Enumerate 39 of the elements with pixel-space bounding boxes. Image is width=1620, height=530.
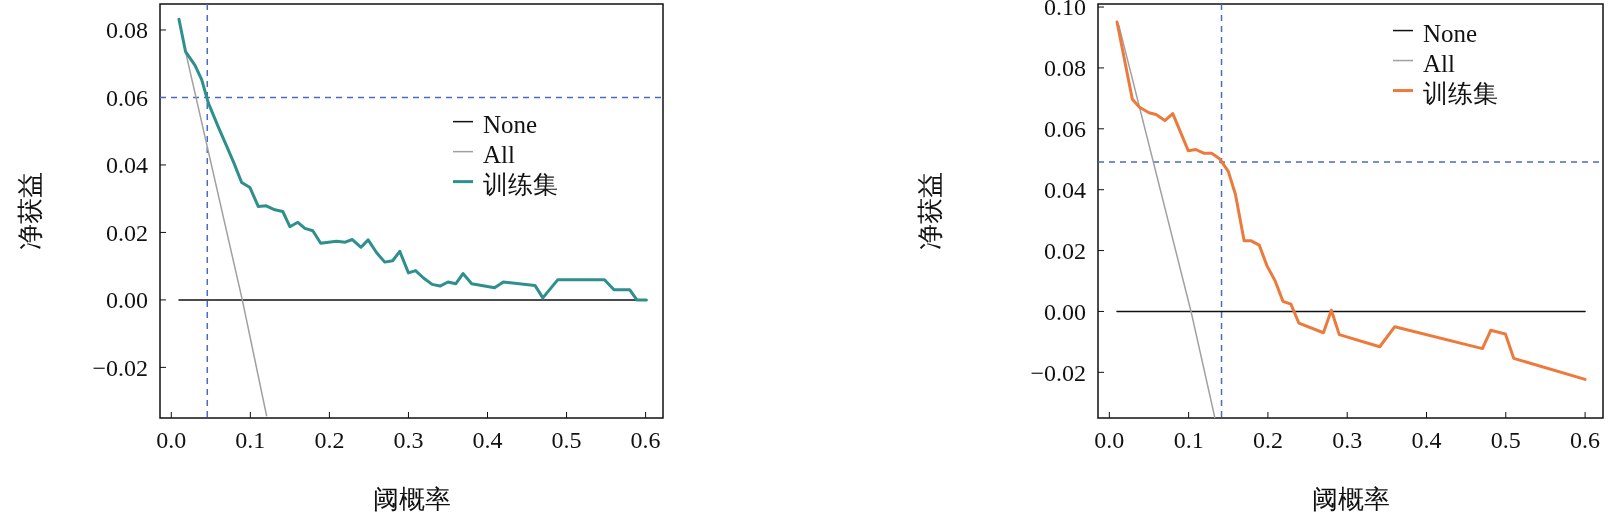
x-tick-label: 0.4 — [472, 427, 503, 453]
x-tick-label: 0.3 — [393, 427, 424, 453]
x-tick-label: 0.6 — [1570, 427, 1601, 453]
y-tick-label: 0.02 — [1044, 237, 1086, 264]
x-tick-label: 0.5 — [551, 427, 582, 453]
y-tick-label: 0.04 — [106, 152, 148, 179]
y-axis-title: 净获益 — [916, 172, 946, 250]
legend-label: None — [1423, 20, 1478, 48]
y-tick-label: 0.10 — [1044, 0, 1086, 21]
x-tick-label: 0.1 — [235, 427, 266, 453]
x-tick-label: 0.4 — [1411, 427, 1442, 453]
x-tick-label: 0.2 — [1252, 427, 1283, 453]
line-series — [177, 17, 648, 302]
y-tick-label: −0.02 — [92, 354, 148, 381]
x-axis-title: 阈概率 — [1311, 485, 1390, 514]
line-series — [1115, 20, 1587, 381]
x-tick-label: 0.5 — [1490, 427, 1521, 453]
y-tick-label: 0.06 — [106, 84, 148, 111]
y-tick-label: 0.08 — [106, 17, 148, 44]
y-tick-label: 0.02 — [106, 219, 148, 246]
y-axis-title: 净获益 — [16, 172, 46, 250]
y-tick-label: −0.02 — [1030, 359, 1086, 386]
y-tick-label: 0.06 — [1044, 116, 1086, 143]
x-tick-label: 0.1 — [1173, 427, 1204, 453]
x-tick-label: 0.3 — [1332, 427, 1363, 453]
x-tick-label: 0.6 — [630, 427, 661, 453]
x-tick-label: 0.0 — [156, 427, 187, 453]
x-axis-title: 阈概率 — [372, 485, 451, 514]
y-tick-label: 0.00 — [1044, 298, 1086, 325]
y-tick-label: 0.04 — [1044, 177, 1086, 204]
legend-label: All — [1423, 50, 1455, 78]
x-tick-label: 0.0 — [1094, 427, 1125, 453]
legend-label: 训练集 — [483, 171, 558, 199]
y-tick-label: 0.00 — [106, 287, 148, 314]
legend-label: 训练集 — [1423, 80, 1498, 108]
legend-label: None — [483, 111, 538, 139]
y-tick-label: 0.08 — [1044, 55, 1086, 82]
x-tick-label: 0.2 — [314, 427, 345, 453]
legend-label: All — [483, 141, 515, 169]
